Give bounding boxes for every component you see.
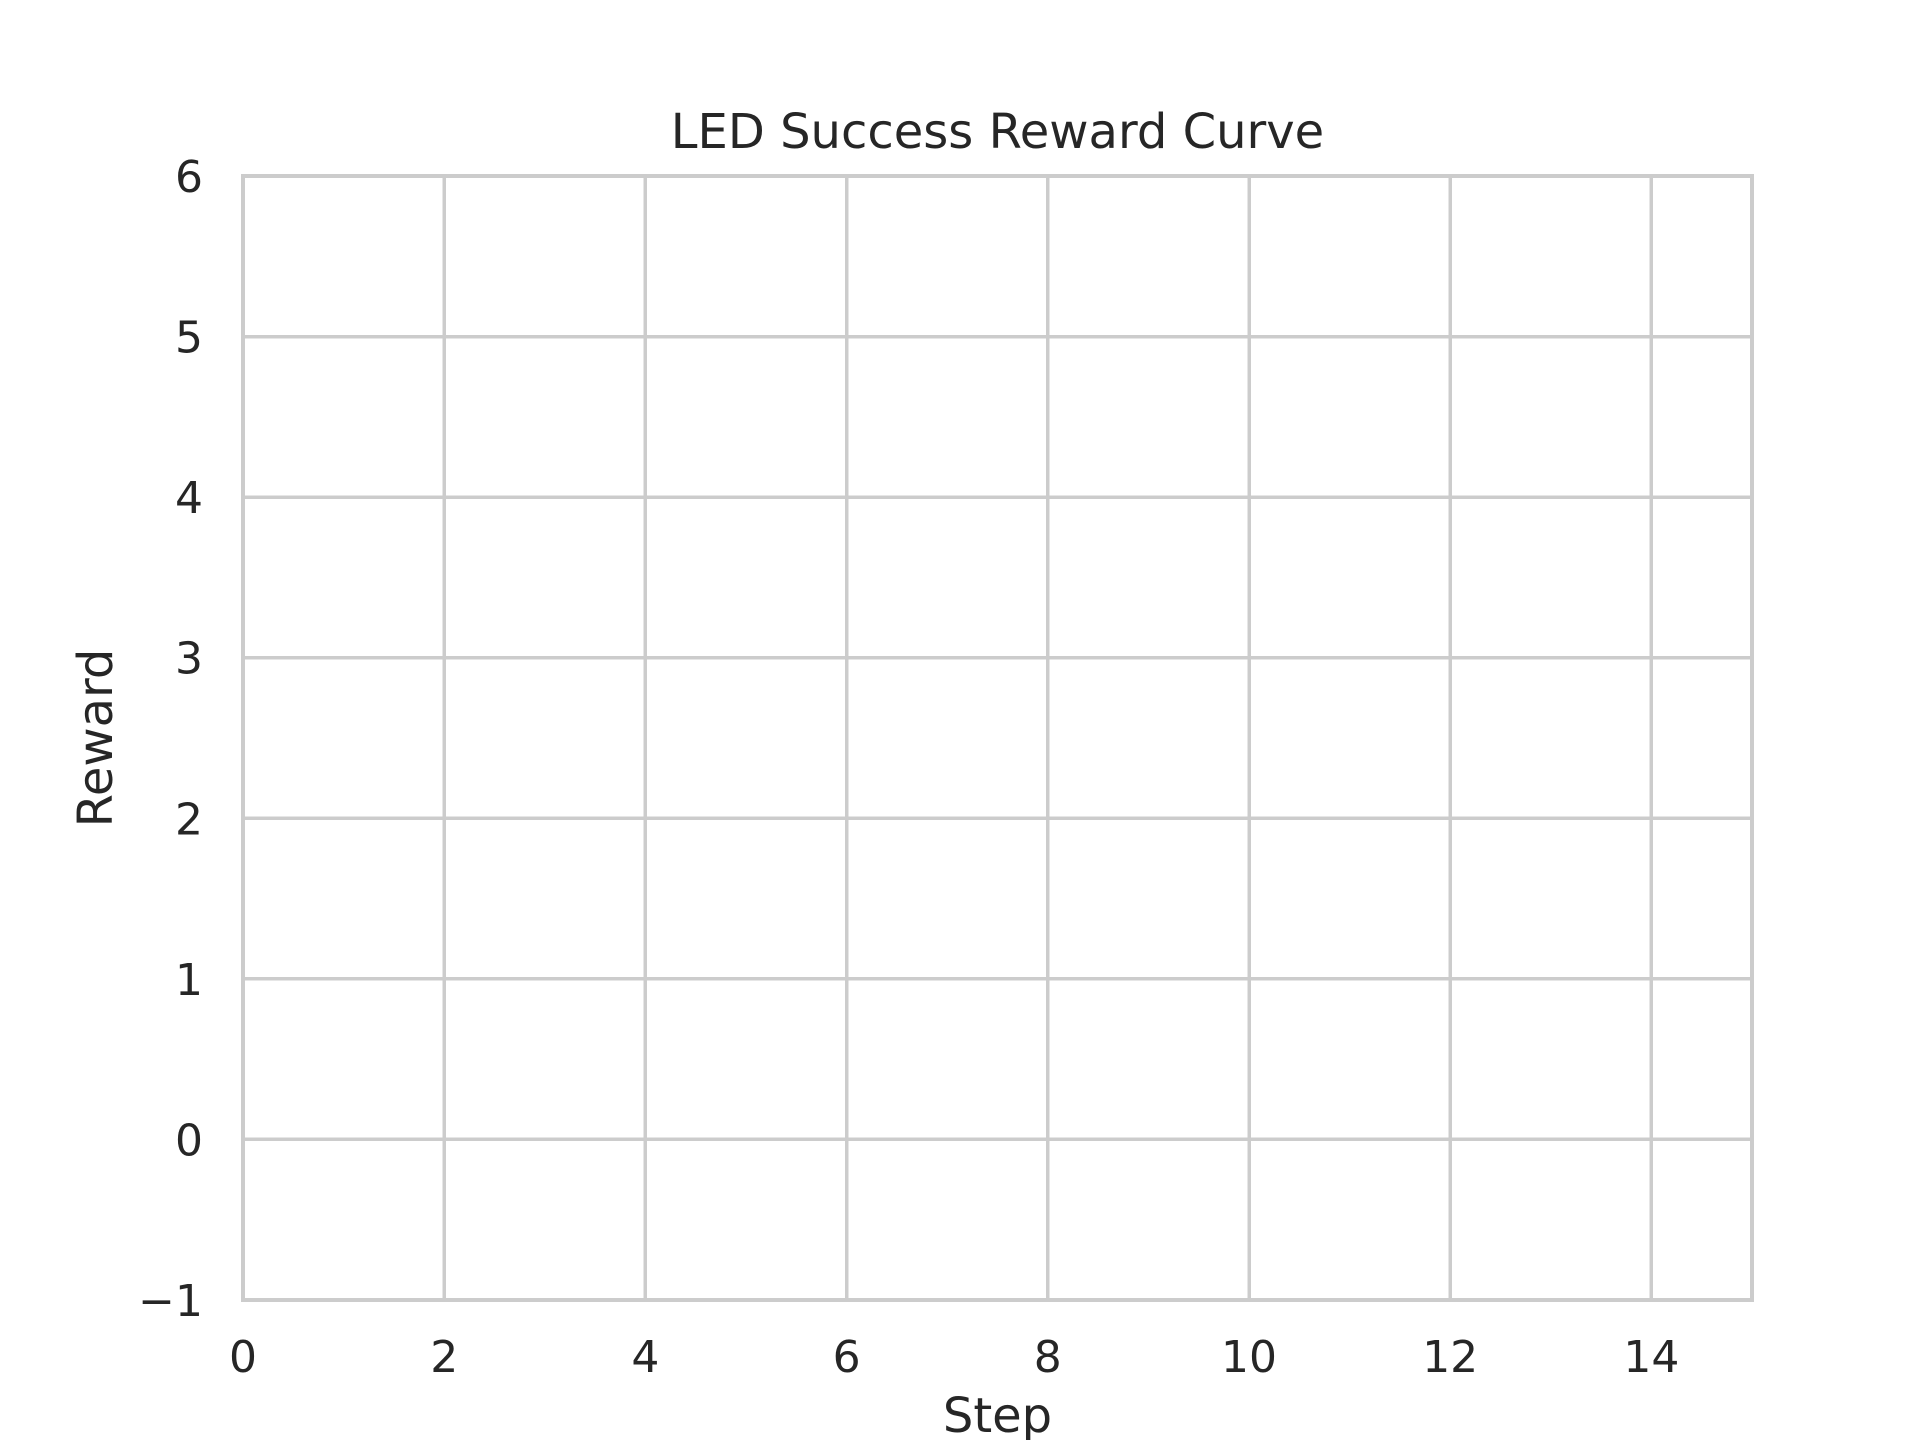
grid	[241, 174, 1752, 1302]
x-axis-label: Step	[943, 1388, 1052, 1440]
x-tick-labels: 0 2 4 6 8 10 12 14	[229, 1332, 1679, 1383]
y-tick-label: 0	[175, 1115, 203, 1166]
x-tick-label: 12	[1422, 1332, 1478, 1383]
y-tick-label: −1	[138, 1276, 203, 1327]
y-tick-label: 3	[175, 634, 203, 685]
chart-title: LED Success Reward Curve	[671, 104, 1324, 160]
plot-frame	[241, 174, 1754, 1302]
x-tick-label: 8	[1034, 1332, 1062, 1383]
y-tick-labels: −1 0 1 2 3 4 5 6	[138, 152, 203, 1327]
y-tick-label: 6	[175, 152, 203, 203]
y-tick-label: 4	[175, 473, 203, 524]
y-tick-label: 1	[175, 955, 203, 1006]
x-tick-label: 4	[631, 1332, 659, 1383]
x-tick-label: 6	[833, 1332, 861, 1383]
x-tick-label: 2	[430, 1332, 458, 1383]
x-tick-label: 10	[1221, 1332, 1277, 1383]
y-tick-label: 5	[175, 313, 203, 364]
y-tick-label: 2	[175, 794, 203, 845]
y-axis-label: Reward	[68, 649, 124, 828]
x-tick-label: 0	[229, 1332, 257, 1383]
x-tick-label: 14	[1623, 1332, 1679, 1383]
